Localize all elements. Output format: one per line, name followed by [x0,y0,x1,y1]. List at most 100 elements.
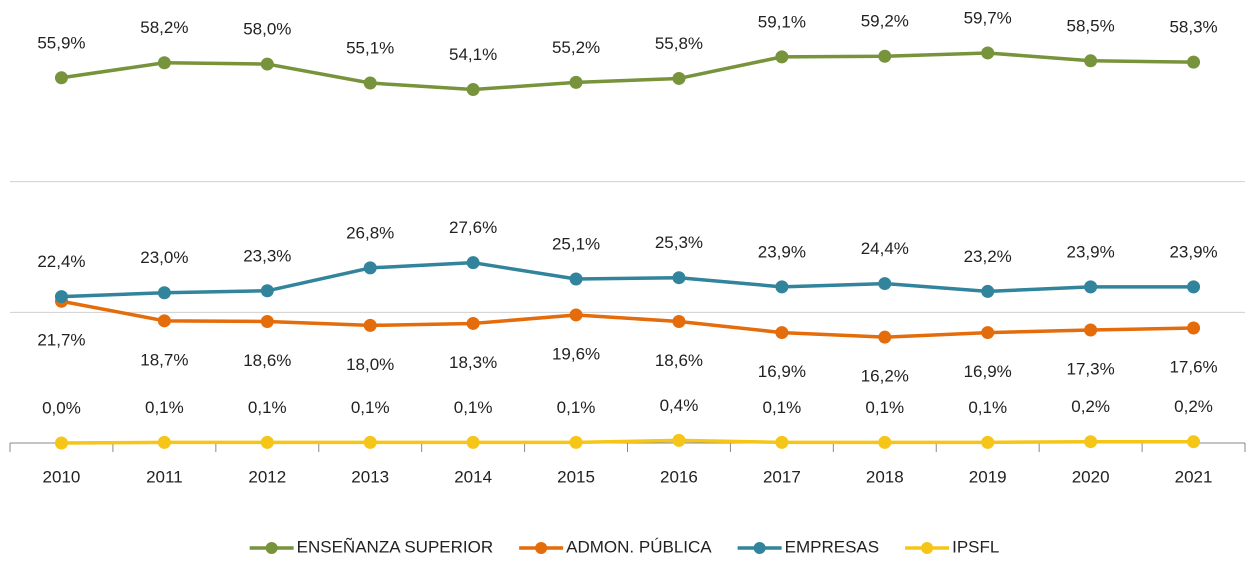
data-label: 23,9% [1067,242,1115,261]
point [569,308,583,322]
data-label: 59,7% [964,8,1012,27]
point [363,261,377,275]
data-label: 19,6% [552,344,600,363]
point [157,314,171,328]
point [1084,435,1098,449]
x-tick-label: 2016 [660,467,698,486]
point [54,290,68,304]
data-label: 23,9% [758,242,806,261]
data-label: 58,2% [140,18,188,37]
data-label: 59,2% [861,12,909,31]
data-label: 23,0% [140,248,188,267]
data-label: 58,0% [243,20,291,39]
point [260,435,274,449]
point [878,435,892,449]
point [466,256,480,270]
data-label: 0,1% [351,398,390,417]
point [981,284,995,298]
legend-marker [535,542,548,554]
point [1187,280,1201,294]
point [569,75,583,89]
data-label: 25,1% [552,234,600,253]
point [363,318,377,332]
point [672,271,686,285]
point [157,56,171,70]
point [363,435,377,449]
data-label: 0,1% [145,398,184,417]
point [1084,54,1098,68]
point [981,46,995,60]
point [775,280,789,294]
legend-label: IPSFL [952,537,999,556]
x-tick-label: 2015 [557,467,595,486]
series-line [61,51,1194,92]
point [878,330,892,344]
point [1084,323,1098,337]
point [775,435,789,449]
data-label: 21,7% [37,331,85,350]
legend-label: ENSEÑANZA SUPERIOR [297,537,494,556]
data-label: 26,8% [346,223,394,242]
data-label: 0,1% [454,398,493,417]
data-label: 58,5% [1067,16,1115,35]
data-label: 0,0% [42,398,81,417]
point [981,326,995,340]
legend-marker [921,542,934,554]
data-label: 23,3% [243,246,291,265]
data-label: 55,9% [37,33,85,52]
point [157,286,171,300]
point [672,314,686,328]
point [260,284,274,298]
data-label: 16,9% [964,362,1012,381]
data-label: 22,4% [37,252,85,271]
legend-marker [753,542,766,554]
data-label: 0,1% [248,398,287,417]
data-label: 0,4% [660,396,699,415]
series-line [61,299,1194,339]
x-tick-label: 2014 [454,467,492,486]
legend-label: ADMON. PÚBLICA [566,537,712,556]
data-label: 18,6% [243,351,291,370]
point [466,83,480,97]
data-label: 59,1% [758,12,806,31]
data-label: 0,1% [557,398,596,417]
point [466,435,480,449]
data-label: 58,3% [1169,18,1217,37]
data-label: 0,1% [763,398,802,417]
x-tick-label: 2017 [763,467,801,486]
x-tick-label: 2020 [1072,467,1110,486]
point [1084,280,1098,294]
x-tick-label: 2019 [969,467,1007,486]
data-label: 25,3% [655,233,703,252]
data-label: 55,2% [552,38,600,57]
data-label: 23,2% [964,247,1012,266]
point [1187,55,1201,69]
point [569,272,583,286]
data-label: 55,8% [655,34,703,53]
x-tick-label: 2010 [43,467,81,486]
series-line [61,260,1194,299]
data-label: 18,3% [449,353,497,372]
data-label: 18,7% [140,350,188,369]
point [260,57,274,71]
data-label: 23,9% [1169,242,1217,261]
point [672,433,686,447]
legend: ENSEÑANZA SUPERIOR ADMON. PÚBLICA EMPRESAS… [249,537,999,556]
data-label: 18,0% [346,355,394,374]
point [775,50,789,64]
legend-marker [265,542,278,554]
data-label: 0,2% [1071,397,1110,416]
point [981,435,995,449]
data-label: 27,6% [449,218,497,237]
point [157,435,171,449]
point [775,326,789,340]
point [54,71,68,85]
point [466,316,480,330]
point [569,435,583,449]
point [1187,321,1201,335]
point [878,49,892,63]
data-label: 17,6% [1169,357,1217,376]
point [878,277,892,291]
